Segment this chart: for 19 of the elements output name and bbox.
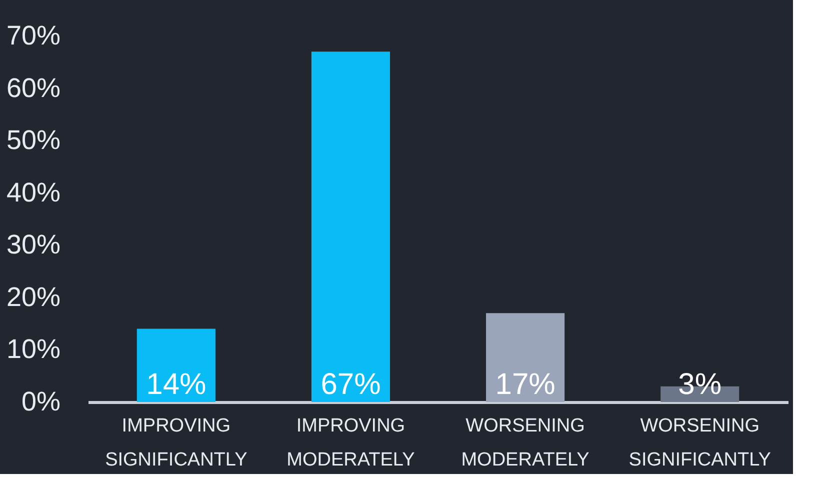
y-tick-label: 60% — [6, 72, 60, 103]
x-tick-label: IMPROVING MODERATELY — [286, 416, 416, 470]
y-tick-label: 20% — [6, 282, 60, 312]
bar — [136, 328, 216, 402]
x-tick-label: WORSENING MODERATELY — [461, 416, 590, 470]
data-label: 67% — [320, 368, 381, 401]
y-tick-label: 40% — [6, 177, 60, 208]
x-tick-label: IMPROVING SIGNIFICANTLY — [105, 416, 248, 470]
y-tick-label: 70% — [6, 20, 60, 50]
data-label: 14% — [146, 368, 206, 401]
y-tick-label: 50% — [6, 125, 60, 156]
y-tick-label: 10% — [6, 334, 60, 364]
bar — [311, 52, 390, 402]
y-tick-label: 30% — [6, 230, 60, 260]
y-tick-label: 0% — [21, 386, 60, 416]
data-label: 17% — [495, 368, 556, 401]
bar — [486, 313, 565, 402]
x-tick-label: WORSENING SIGNIFICANTLY — [628, 416, 772, 470]
data-label: 3% — [678, 368, 722, 401]
